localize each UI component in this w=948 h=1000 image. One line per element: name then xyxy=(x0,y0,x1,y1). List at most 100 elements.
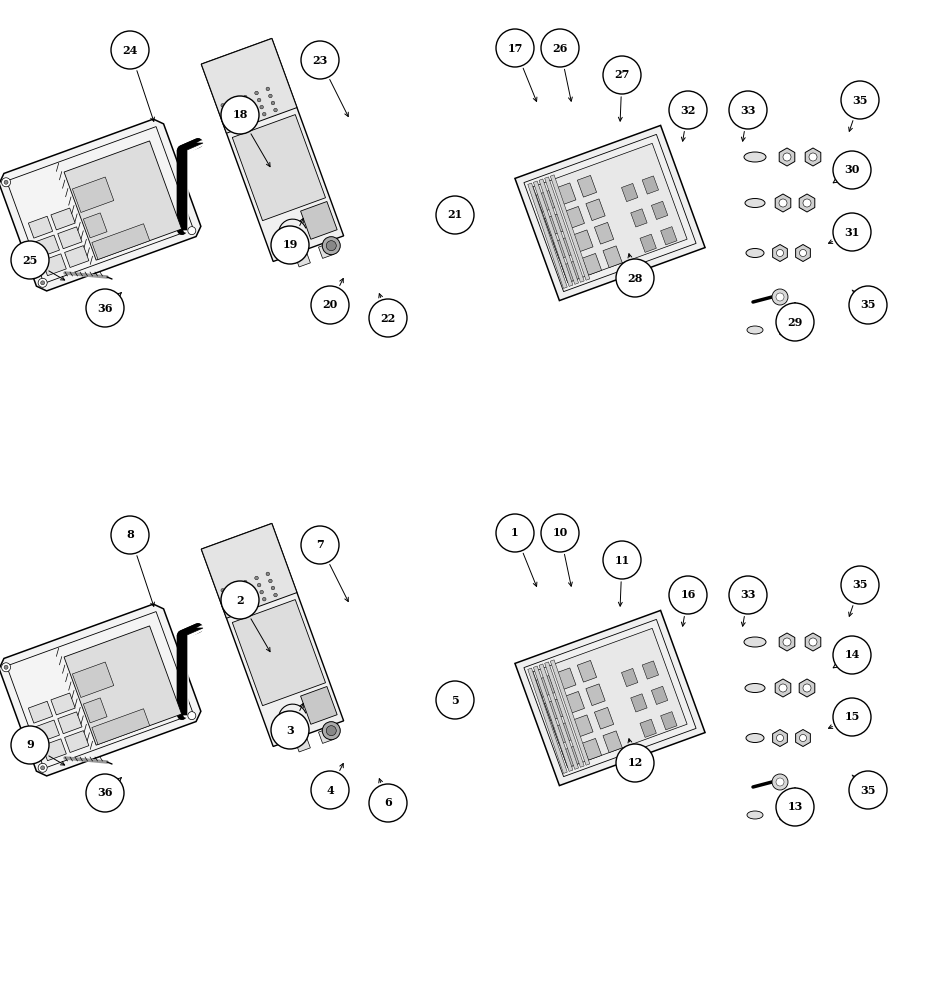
Circle shape xyxy=(224,596,228,599)
Polygon shape xyxy=(201,39,297,133)
Polygon shape xyxy=(539,664,578,769)
Polygon shape xyxy=(586,684,605,706)
Circle shape xyxy=(268,579,272,583)
Polygon shape xyxy=(553,722,573,744)
Polygon shape xyxy=(779,633,794,651)
Text: 18: 18 xyxy=(232,109,247,120)
Circle shape xyxy=(2,178,10,187)
Circle shape xyxy=(271,586,275,590)
Circle shape xyxy=(260,105,264,109)
Ellipse shape xyxy=(747,811,763,819)
Text: 35: 35 xyxy=(860,784,876,796)
Circle shape xyxy=(833,213,871,251)
Text: 7: 7 xyxy=(316,540,324,550)
Circle shape xyxy=(274,108,278,112)
Circle shape xyxy=(41,766,45,770)
Ellipse shape xyxy=(745,684,765,692)
Polygon shape xyxy=(622,668,638,687)
Polygon shape xyxy=(577,175,596,197)
Circle shape xyxy=(616,744,654,782)
Polygon shape xyxy=(630,209,647,227)
Polygon shape xyxy=(574,230,593,252)
Circle shape xyxy=(322,237,340,255)
Polygon shape xyxy=(534,181,573,286)
Circle shape xyxy=(232,584,236,588)
Text: 25: 25 xyxy=(23,254,38,265)
Polygon shape xyxy=(92,709,150,744)
Text: 5: 5 xyxy=(451,694,459,706)
Circle shape xyxy=(803,199,811,207)
Polygon shape xyxy=(533,143,687,283)
Circle shape xyxy=(221,581,259,619)
Polygon shape xyxy=(201,39,344,261)
Text: 15: 15 xyxy=(845,712,860,722)
Polygon shape xyxy=(630,694,647,712)
Circle shape xyxy=(235,591,238,595)
Polygon shape xyxy=(773,730,788,746)
Text: 6: 6 xyxy=(384,798,392,808)
Circle shape xyxy=(41,281,45,285)
Text: 31: 31 xyxy=(845,227,860,237)
Polygon shape xyxy=(64,141,182,260)
Polygon shape xyxy=(28,701,53,723)
Circle shape xyxy=(776,249,783,256)
Text: 35: 35 xyxy=(852,579,867,590)
Polygon shape xyxy=(177,628,203,715)
Circle shape xyxy=(833,698,871,736)
Text: 23: 23 xyxy=(312,54,328,66)
Circle shape xyxy=(776,778,784,786)
Circle shape xyxy=(799,734,807,742)
Polygon shape xyxy=(534,666,573,771)
Text: 13: 13 xyxy=(787,802,803,812)
Polygon shape xyxy=(301,202,337,239)
Circle shape xyxy=(86,289,124,327)
Ellipse shape xyxy=(746,248,764,257)
Text: 2: 2 xyxy=(236,594,244,605)
Circle shape xyxy=(111,31,149,69)
Text: 33: 33 xyxy=(740,589,756,600)
Polygon shape xyxy=(35,235,60,257)
Circle shape xyxy=(669,91,707,129)
Polygon shape xyxy=(586,199,605,221)
Circle shape xyxy=(255,576,259,580)
Circle shape xyxy=(809,638,817,646)
Circle shape xyxy=(266,87,269,91)
Polygon shape xyxy=(550,175,590,280)
Circle shape xyxy=(809,153,817,161)
Polygon shape xyxy=(775,679,791,697)
Circle shape xyxy=(257,583,261,587)
Circle shape xyxy=(237,599,241,602)
Polygon shape xyxy=(515,125,705,301)
Polygon shape xyxy=(603,731,622,753)
Text: 17: 17 xyxy=(507,42,522,53)
Polygon shape xyxy=(0,119,201,291)
Circle shape xyxy=(603,541,641,579)
Polygon shape xyxy=(51,208,75,230)
Polygon shape xyxy=(582,253,602,275)
Circle shape xyxy=(221,104,225,107)
Text: 28: 28 xyxy=(628,272,643,284)
Circle shape xyxy=(783,326,791,334)
Polygon shape xyxy=(319,243,334,258)
Polygon shape xyxy=(779,806,794,824)
Polygon shape xyxy=(625,756,647,774)
Circle shape xyxy=(4,665,8,669)
Circle shape xyxy=(251,116,255,120)
Circle shape xyxy=(496,29,534,67)
Circle shape xyxy=(496,514,534,552)
Polygon shape xyxy=(232,600,325,706)
Polygon shape xyxy=(642,661,659,679)
Circle shape xyxy=(729,91,767,129)
Circle shape xyxy=(799,249,807,256)
Text: 36: 36 xyxy=(98,302,113,314)
Polygon shape xyxy=(201,524,297,618)
Text: 4: 4 xyxy=(326,784,334,796)
Polygon shape xyxy=(795,244,811,261)
Circle shape xyxy=(226,118,229,121)
Text: 9: 9 xyxy=(27,740,34,750)
Text: 32: 32 xyxy=(681,104,696,115)
Polygon shape xyxy=(779,148,794,166)
Circle shape xyxy=(783,638,791,646)
Circle shape xyxy=(268,94,272,98)
Polygon shape xyxy=(565,206,585,228)
